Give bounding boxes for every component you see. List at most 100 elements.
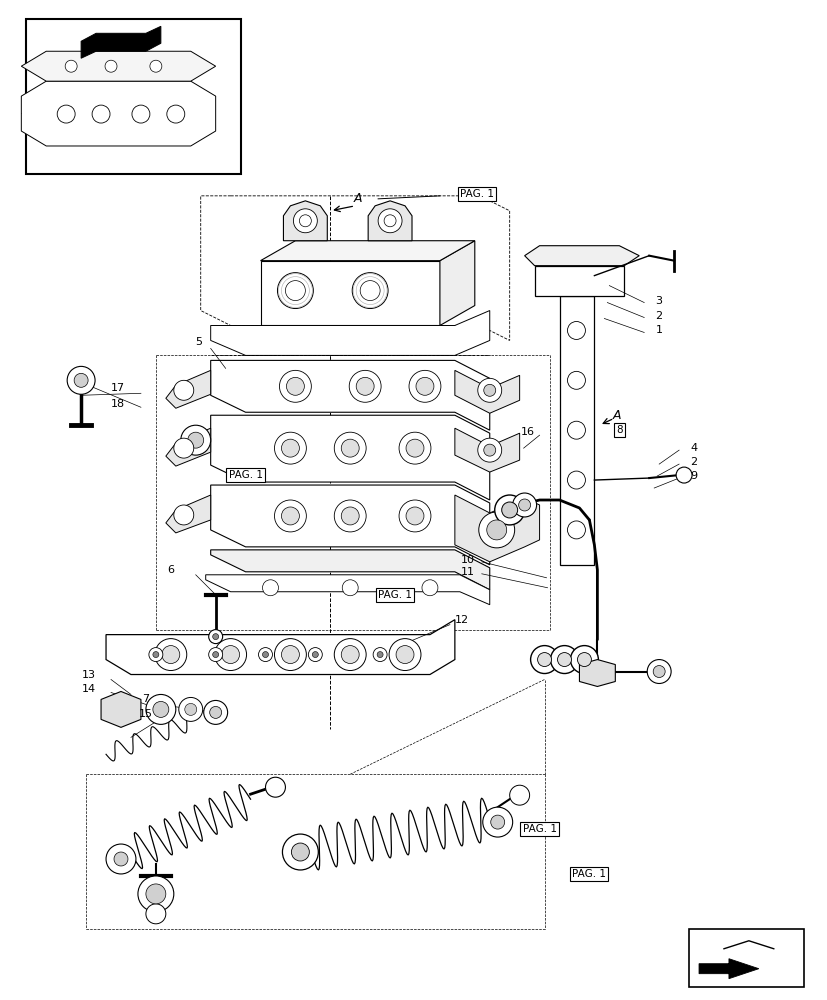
Polygon shape	[698, 959, 758, 979]
Text: 1: 1	[655, 325, 662, 335]
Circle shape	[483, 444, 495, 456]
Circle shape	[92, 105, 110, 123]
Circle shape	[415, 377, 433, 395]
Circle shape	[208, 630, 222, 644]
Circle shape	[274, 639, 306, 671]
Polygon shape	[454, 428, 519, 472]
Circle shape	[174, 505, 194, 525]
Polygon shape	[205, 575, 489, 605]
Text: 11: 11	[461, 567, 474, 577]
Circle shape	[74, 373, 88, 387]
Polygon shape	[559, 296, 594, 565]
Text: 3: 3	[655, 296, 662, 306]
Circle shape	[146, 904, 165, 924]
Bar	[26, 19, 241, 174]
Circle shape	[478, 512, 514, 548]
Polygon shape	[210, 311, 489, 355]
Circle shape	[277, 273, 313, 309]
Circle shape	[138, 876, 174, 912]
Polygon shape	[534, 266, 624, 296]
Text: 16: 16	[520, 427, 534, 437]
Text: PAG. 1: PAG. 1	[522, 824, 556, 834]
Polygon shape	[368, 201, 412, 241]
Circle shape	[203, 700, 227, 724]
Circle shape	[566, 321, 585, 339]
Polygon shape	[210, 360, 489, 430]
Circle shape	[180, 425, 210, 455]
Bar	[688, 929, 803, 987]
Circle shape	[299, 215, 311, 227]
Circle shape	[262, 652, 268, 658]
Circle shape	[179, 697, 203, 721]
Circle shape	[409, 370, 440, 402]
Circle shape	[676, 467, 691, 483]
Circle shape	[566, 521, 585, 539]
Circle shape	[477, 378, 501, 402]
Text: 17: 17	[111, 383, 125, 393]
Circle shape	[477, 438, 501, 462]
Text: 2: 2	[655, 311, 662, 321]
Circle shape	[530, 646, 558, 674]
Circle shape	[576, 653, 590, 667]
Circle shape	[153, 701, 169, 717]
Circle shape	[114, 852, 128, 866]
Text: 4: 4	[690, 443, 697, 453]
Text: PAG. 1: PAG. 1	[228, 470, 262, 480]
Text: PAG. 1: PAG. 1	[571, 869, 605, 879]
Circle shape	[351, 273, 388, 309]
Circle shape	[280, 370, 311, 402]
Circle shape	[653, 666, 664, 678]
Polygon shape	[210, 485, 489, 565]
Circle shape	[262, 580, 278, 596]
Circle shape	[334, 432, 366, 464]
Circle shape	[150, 60, 161, 72]
Circle shape	[312, 652, 318, 658]
Circle shape	[131, 105, 150, 123]
Circle shape	[537, 653, 551, 667]
Circle shape	[384, 215, 395, 227]
Circle shape	[376, 652, 383, 658]
Text: 7: 7	[142, 694, 150, 704]
Circle shape	[334, 639, 366, 671]
Circle shape	[389, 639, 420, 671]
Circle shape	[146, 694, 175, 724]
Circle shape	[308, 648, 322, 662]
Circle shape	[281, 646, 299, 664]
Circle shape	[341, 439, 359, 457]
Polygon shape	[106, 620, 454, 675]
Circle shape	[378, 209, 402, 233]
Circle shape	[213, 652, 218, 658]
Polygon shape	[524, 246, 638, 266]
Circle shape	[647, 660, 671, 683]
Circle shape	[291, 843, 309, 861]
Polygon shape	[101, 691, 141, 727]
Circle shape	[512, 493, 536, 517]
Circle shape	[281, 507, 299, 525]
Circle shape	[105, 60, 117, 72]
Circle shape	[501, 502, 517, 518]
Circle shape	[518, 499, 530, 511]
Circle shape	[161, 646, 179, 664]
Polygon shape	[165, 428, 210, 466]
Circle shape	[405, 507, 423, 525]
Text: PAG. 1: PAG. 1	[378, 590, 412, 600]
Text: A: A	[353, 192, 362, 205]
Circle shape	[349, 370, 380, 402]
Circle shape	[286, 377, 304, 395]
Circle shape	[149, 648, 163, 662]
Polygon shape	[579, 660, 614, 686]
Text: 8: 8	[615, 425, 622, 435]
Polygon shape	[165, 370, 210, 408]
Circle shape	[566, 421, 585, 439]
Text: PAG. 1: PAG. 1	[459, 189, 493, 199]
Text: 9: 9	[690, 471, 697, 481]
Circle shape	[373, 648, 387, 662]
Circle shape	[483, 384, 495, 396]
Polygon shape	[22, 51, 215, 81]
Circle shape	[341, 646, 359, 664]
Polygon shape	[454, 495, 539, 562]
Circle shape	[399, 432, 430, 464]
Circle shape	[341, 507, 359, 525]
Circle shape	[570, 646, 598, 674]
Text: 18: 18	[111, 399, 125, 409]
